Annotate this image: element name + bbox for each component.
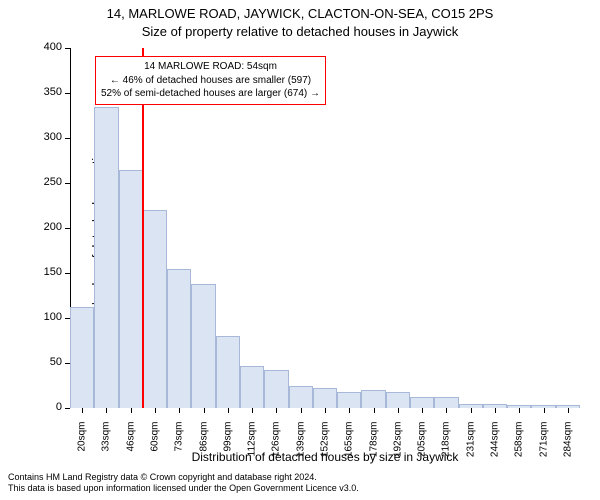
y-tick-mark [65, 228, 70, 229]
x-tick-mark [276, 408, 277, 413]
y-tick-mark [65, 48, 70, 49]
y-tick-label: 400 [30, 41, 62, 53]
y-tick-label: 150 [30, 266, 62, 278]
y-tick-mark [65, 273, 70, 274]
bar [216, 336, 240, 408]
x-tick-label: 60sqm [150, 422, 161, 472]
x-tick-mark [471, 408, 472, 413]
x-tick-label: 231sqm [465, 422, 476, 472]
y-tick-label: 200 [30, 221, 62, 233]
bar [264, 370, 288, 408]
x-tick-label: 205sqm [417, 422, 428, 472]
x-tick-mark [349, 408, 350, 413]
chart-container: 14, MARLOWE ROAD, JAYWICK, CLACTON-ON-SE… [0, 0, 600, 500]
footer-line-1: Contains HM Land Registry data © Crown c… [8, 472, 359, 483]
x-tick-mark [252, 408, 253, 413]
x-tick-label: 218sqm [441, 422, 452, 472]
x-tick-mark [106, 408, 107, 413]
x-tick-mark [179, 408, 180, 413]
x-tick-label: 152sqm [320, 422, 331, 472]
footer-line-2: This data is based upon information lice… [8, 483, 359, 494]
bar [167, 269, 191, 409]
plot-area: Number of detached properties 14 MARLOWE… [70, 48, 580, 408]
bar [386, 392, 410, 408]
footer-text: Contains HM Land Registry data © Crown c… [8, 472, 359, 495]
bar [94, 107, 118, 409]
y-tick-label: 0 [30, 401, 62, 413]
x-tick-mark [82, 408, 83, 413]
y-tick-label: 300 [30, 131, 62, 143]
bar [313, 388, 337, 408]
y-tick-mark [65, 363, 70, 364]
x-tick-mark [301, 408, 302, 413]
y-tick-label: 350 [30, 86, 62, 98]
y-tick-label: 100 [30, 311, 62, 323]
x-tick-label: 99sqm [222, 422, 233, 472]
y-tick-label: 50 [30, 356, 62, 368]
x-tick-mark [446, 408, 447, 413]
x-tick-mark [495, 408, 496, 413]
x-tick-label: 20sqm [77, 422, 88, 472]
bar [289, 386, 313, 409]
y-tick-mark [65, 318, 70, 319]
x-tick-label: 258sqm [514, 422, 525, 472]
x-tick-label: 33sqm [101, 422, 112, 472]
x-tick-mark [325, 408, 326, 413]
x-tick-label: 112sqm [247, 422, 258, 472]
x-tick-label: 46sqm [125, 422, 136, 472]
annotation-line-3: 52% of semi-detached houses are larger (… [101, 87, 320, 101]
x-tick-label: 244sqm [490, 422, 501, 472]
bar [119, 170, 143, 409]
x-tick-mark [544, 408, 545, 413]
page-title-line1: 14, MARLOWE ROAD, JAYWICK, CLACTON-ON-SE… [0, 6, 600, 21]
x-tick-label: 165sqm [344, 422, 355, 472]
bar [240, 366, 264, 408]
bar [143, 210, 167, 408]
page-title-line2: Size of property relative to detached ho… [0, 24, 600, 39]
annotation-box: 14 MARLOWE ROAD: 54sqm ← 46% of detached… [95, 56, 326, 105]
x-tick-mark [374, 408, 375, 413]
x-tick-mark [155, 408, 156, 413]
x-tick-mark [422, 408, 423, 413]
bar [191, 284, 215, 408]
x-tick-mark [131, 408, 132, 413]
x-tick-mark [204, 408, 205, 413]
x-tick-label: 284sqm [562, 422, 573, 472]
x-tick-label: 73sqm [174, 422, 185, 472]
y-tick-mark [65, 408, 70, 409]
y-tick-mark [65, 183, 70, 184]
annotation-line-2: ← 46% of detached houses are smaller (59… [101, 74, 320, 88]
x-tick-mark [568, 408, 569, 413]
y-tick-mark [65, 138, 70, 139]
bar [410, 397, 434, 408]
x-tick-mark [398, 408, 399, 413]
x-tick-label: 271sqm [538, 422, 549, 472]
annotation-line-1: 14 MARLOWE ROAD: 54sqm [101, 60, 320, 74]
x-tick-label: 126sqm [271, 422, 282, 472]
y-tick-mark [65, 93, 70, 94]
bar [70, 307, 94, 408]
x-tick-label: 178sqm [368, 422, 379, 472]
x-tick-label: 192sqm [392, 422, 403, 472]
x-tick-label: 86sqm [198, 422, 209, 472]
bar [361, 390, 385, 408]
y-tick-label: 250 [30, 176, 62, 188]
bar [434, 397, 458, 408]
x-tick-label: 139sqm [295, 422, 306, 472]
x-tick-mark [228, 408, 229, 413]
bar [337, 392, 361, 408]
x-tick-mark [519, 408, 520, 413]
